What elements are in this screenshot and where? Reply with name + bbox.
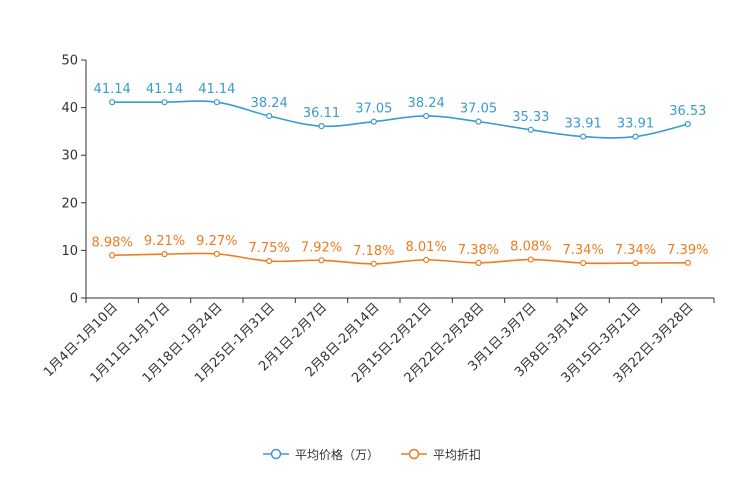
data-point[interactable]	[475, 259, 482, 266]
data-point[interactable]	[109, 99, 116, 106]
data-label: 7.39%	[667, 243, 708, 258]
data-point[interactable]	[580, 259, 587, 267]
data-label: 7.34%	[615, 243, 656, 258]
data-point[interactable]	[580, 133, 587, 140]
legend-item-discount[interactable]: 平均折扣	[401, 444, 481, 464]
series-line-0	[112, 100, 689, 139]
data-point[interactable]	[161, 251, 168, 258]
data-point[interactable]	[632, 259, 639, 267]
data-label: 36.53	[669, 104, 706, 119]
data-point[interactable]	[370, 260, 377, 267]
data-label: 41.14	[94, 82, 131, 97]
data-point[interactable]	[370, 118, 377, 125]
data-point[interactable]	[213, 99, 220, 106]
data-point[interactable]	[213, 250, 220, 257]
y-tick-label: 10	[61, 244, 78, 259]
legend-price-label: 平均价格（万）	[294, 447, 379, 462]
data-point[interactable]	[161, 99, 168, 106]
data-point[interactable]	[266, 112, 273, 120]
data-point[interactable]	[684, 121, 691, 128]
data-label: 8.98%	[92, 235, 133, 250]
y-tick-label: 0	[70, 292, 78, 307]
data-point[interactable]	[632, 133, 639, 140]
data-point[interactable]	[684, 259, 691, 266]
data-label: 7.92%	[301, 240, 342, 255]
data-label: 35.33	[512, 110, 549, 125]
legend: 平均价格（万） 平均折扣	[0, 444, 744, 464]
data-label: 8.01%	[406, 240, 447, 255]
data-label: 37.05	[355, 102, 392, 117]
data-point[interactable]	[527, 126, 534, 133]
y-tick-label: 40	[61, 101, 78, 116]
series-line-1	[112, 252, 688, 265]
data-point[interactable]	[423, 112, 430, 120]
data-point[interactable]	[318, 257, 325, 264]
data-label: 36.11	[303, 106, 340, 121]
data-label: 41.14	[146, 82, 183, 97]
legend-discount-label: 平均折扣	[433, 447, 482, 462]
data-label: 7.38%	[458, 243, 499, 258]
data-label: 37.05	[460, 102, 497, 117]
legend-discount-marker-icon	[401, 448, 427, 460]
data-point[interactable]	[423, 256, 430, 263]
data-label: 7.18%	[353, 244, 394, 259]
y-tick-label: 20	[61, 196, 78, 211]
data-label: 38.24	[408, 96, 445, 111]
y-tick-label: 30	[61, 149, 78, 164]
data-point[interactable]	[266, 258, 273, 265]
data-label: 38.24	[251, 96, 288, 111]
data-point[interactable]	[527, 256, 534, 263]
series-1: 8.98% 9.21% 9.27% 7.75% 7.92% 7.18% 8.01% 7.38%…	[92, 234, 708, 267]
data-label: 8.08%	[510, 240, 551, 255]
data-label: 9.21%	[144, 234, 185, 249]
series-layer: 41.14 41.14 41.14 38.24 36.11 37.05 38.24 37.05…	[92, 82, 708, 267]
data-label: 33.91	[617, 117, 654, 132]
data-label: 7.34%	[563, 243, 604, 258]
legend-item-price[interactable]: 平均价格（万）	[262, 444, 379, 464]
y-tick-label: 50	[61, 54, 78, 69]
data-point[interactable]	[318, 123, 325, 130]
data-label: 33.91	[565, 117, 602, 132]
data-label: 41.14	[198, 82, 235, 97]
data-label: 7.75%	[249, 241, 290, 256]
data-label: 9.27%	[196, 234, 237, 249]
series-0: 41.14 41.14 41.14 38.24 36.11 37.05 38.24 37.05…	[94, 82, 706, 140]
data-point[interactable]	[109, 252, 116, 259]
legend-price-marker-icon	[262, 448, 289, 460]
data-point[interactable]	[475, 118, 482, 125]
